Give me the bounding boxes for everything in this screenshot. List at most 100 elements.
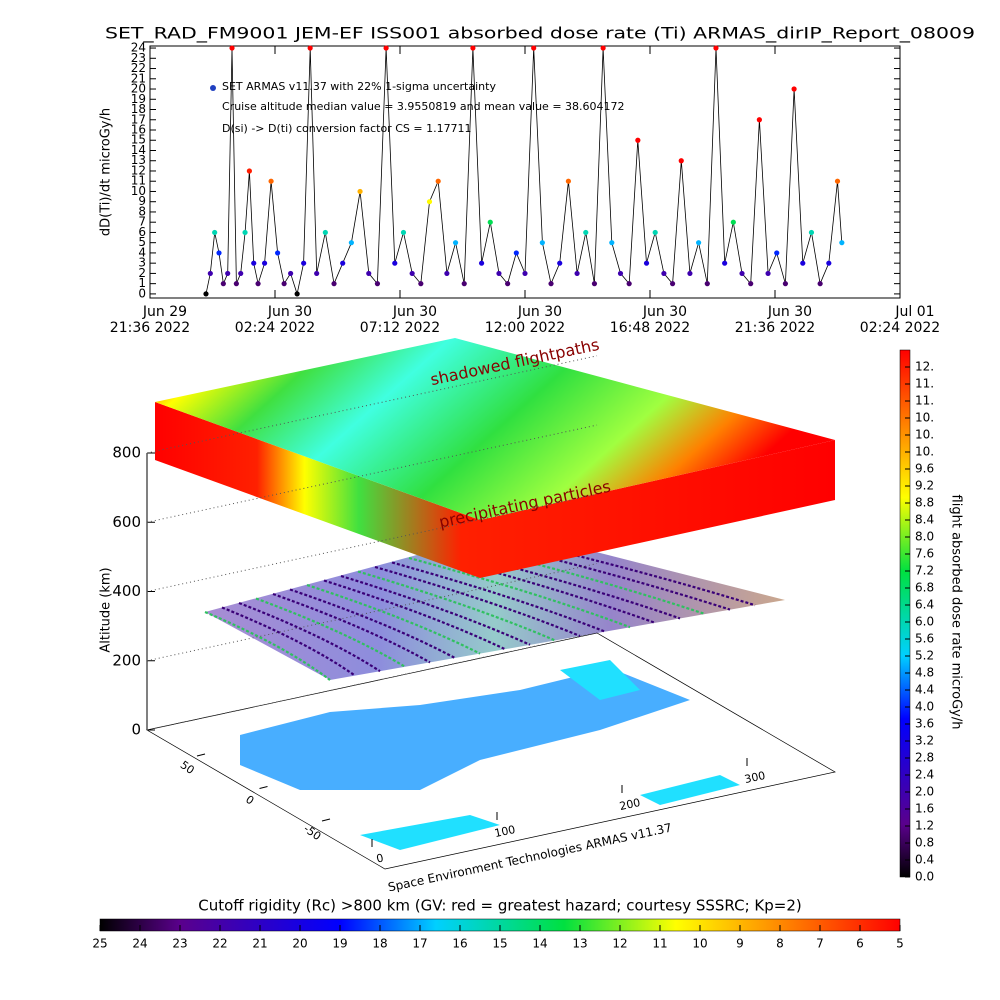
data-point (426, 199, 433, 205)
colorbar-tick-label: 19 (332, 937, 347, 951)
lat-tick-label: 0 (243, 793, 256, 808)
data-point (275, 250, 281, 256)
x-tick-label: Jun 30 (392, 304, 437, 320)
map-land (560, 660, 640, 700)
data-point (357, 188, 363, 195)
data-point (635, 137, 641, 143)
y-tick-label: 21 (131, 71, 146, 85)
data-point (826, 260, 832, 266)
y-tick-label: 24 (131, 41, 146, 55)
colorbar-tick-label: 9 (736, 937, 744, 951)
colorbar-tick-label: 12 (612, 937, 627, 951)
y-tick-label: 6 (138, 225, 146, 239)
data-point (307, 45, 313, 51)
flight-track (391, 561, 606, 633)
flight-track (408, 556, 631, 629)
colorbar-tick-label: 4.8 (915, 666, 934, 680)
data-point (522, 270, 528, 277)
flight-track (357, 570, 556, 642)
data-point (687, 270, 693, 277)
x-tick-label: 02:24 2022 (235, 320, 315, 336)
data-point (322, 229, 328, 236)
colorbar-tick-label: 8.4 (915, 513, 934, 527)
z-tick-label: 600 (112, 513, 141, 531)
data-point (366, 270, 372, 277)
z-tick-label: 200 (112, 651, 141, 669)
flight-track (289, 588, 456, 659)
lon-tick-label: 300 (743, 769, 766, 786)
colorbar-label: flight absorbed dose rate microGy/h (949, 495, 964, 730)
data-point (487, 219, 493, 225)
colorbar-tick-label: 7 (816, 937, 824, 951)
colorbar-tick-label: 5.6 (915, 632, 934, 646)
y-tick-label: 23 (131, 51, 146, 65)
data-point (294, 291, 300, 297)
z-tick-label: 800 (112, 444, 141, 462)
data-point (808, 229, 815, 236)
colorbar-tick-label: 4.4 (915, 683, 934, 697)
data-point (756, 117, 762, 123)
lon-tick-label: 100 (493, 823, 516, 840)
grid-line (146, 424, 598, 523)
data-point (288, 270, 294, 277)
y-tick-label: 16 (131, 123, 146, 137)
colorbar-tick-label: 8.0 (915, 530, 934, 544)
map-land (640, 775, 740, 805)
data-point (461, 281, 467, 287)
colorbar-tick-label: 6.8 (915, 581, 934, 595)
flight-track (306, 583, 481, 655)
colorbar-tick-label: 22 (212, 937, 227, 951)
data-point (207, 270, 213, 277)
x-tick-label: Jun 30 (517, 304, 562, 320)
data-point (220, 281, 226, 287)
data-point (557, 260, 563, 266)
y-tick-label: 13 (131, 153, 146, 167)
x-tick-label: Jun 30 (642, 304, 687, 320)
colorbar-tick-label: 12. (915, 360, 934, 374)
data-point (374, 281, 381, 287)
colorbar-tick-label: 21 (252, 937, 267, 951)
chart-title: SET_RAD_FM9001 JEM-EF ISS001 absorbed do… (105, 24, 975, 44)
colorbar-tick-label: 8.8 (915, 496, 934, 510)
colorbar-tick-label: 1.6 (915, 802, 934, 816)
data-point (418, 281, 424, 287)
data-point (496, 270, 502, 277)
lat-tick (259, 786, 268, 789)
y-tick-label: 7 (138, 215, 146, 229)
colorbar-tick-label: 13 (572, 937, 587, 951)
colorbar-tick-label: 23 (172, 937, 187, 951)
colorbar-tick-label: 10. (915, 445, 934, 459)
data-point (392, 260, 398, 266)
data-point (817, 281, 823, 287)
data-point (212, 229, 218, 236)
data-point (669, 281, 676, 287)
data-point (531, 45, 537, 51)
data-point (730, 219, 736, 225)
x-tick-label: Jul 01 (894, 304, 934, 320)
colorbar-tick-label: 7.6 (915, 547, 934, 561)
data-point (548, 281, 554, 287)
data-point (513, 250, 519, 256)
data-point (539, 240, 545, 246)
y-tick-label: 1 (138, 276, 146, 290)
colorbar-tick-label: 14 (532, 937, 547, 951)
colorbar-tick-label: 5 (896, 937, 904, 951)
data-point (834, 178, 841, 184)
data-point (678, 158, 684, 164)
colorbar-tick-label: 0.0 (915, 870, 934, 884)
x-tick-label: 21:36 2022 (735, 320, 815, 336)
y-tick-label: 9 (138, 194, 146, 208)
data-point (400, 229, 407, 236)
data-point (452, 240, 459, 246)
data-point (800, 260, 806, 266)
data-point (251, 260, 257, 266)
y-tick-label: 2 (138, 266, 146, 280)
data-point (583, 229, 589, 236)
y-tick-label: 5 (138, 235, 146, 249)
data-point (765, 270, 771, 277)
y-tick-label: 3 (138, 256, 146, 270)
colorbar-tick-label: 20 (292, 937, 307, 951)
annotation: D(si) -> D(ti) conversion factor CS = 1.… (222, 122, 472, 135)
